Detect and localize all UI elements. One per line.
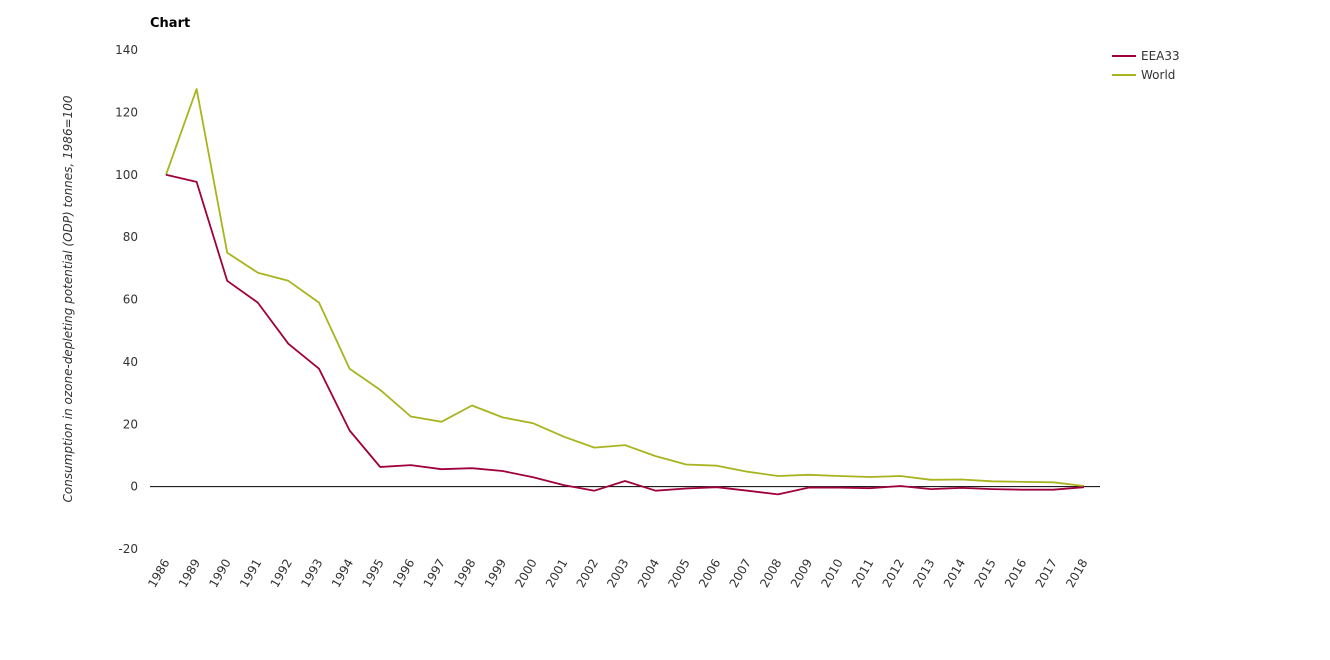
x-tick-label: 2008 bbox=[757, 557, 784, 590]
x-tick-label: 1992 bbox=[268, 557, 295, 590]
x-tick-label: 1998 bbox=[451, 557, 478, 590]
x-tick-label: 1994 bbox=[329, 557, 356, 590]
x-tick-label: 1997 bbox=[421, 557, 448, 590]
legend-label-world[interactable]: World bbox=[1141, 68, 1175, 82]
legend-label-eea33[interactable]: EEA33 bbox=[1141, 49, 1180, 63]
x-tick-label: 1986 bbox=[145, 557, 172, 590]
x-tick-label: 2009 bbox=[788, 557, 815, 590]
series-line-eea33 bbox=[165, 173, 1085, 496]
x-tick-label: 2016 bbox=[1002, 557, 1029, 590]
x-tick-label: 2015 bbox=[971, 556, 998, 589]
y-tick-label: 0 bbox=[130, 480, 138, 494]
x-tick-label: 2004 bbox=[635, 557, 662, 590]
x-tick-label: 1999 bbox=[482, 557, 509, 590]
y-tick-label: 140 bbox=[115, 43, 138, 57]
series-lines bbox=[165, 88, 1085, 496]
x-tick-label: 2014 bbox=[941, 557, 968, 590]
x-tick-label: 2003 bbox=[604, 557, 631, 590]
x-tick-label: 1993 bbox=[298, 557, 325, 590]
x-tick-label: 2010 bbox=[818, 557, 845, 590]
y-tick-label: 20 bbox=[123, 417, 138, 431]
y-tick-label: -20 bbox=[118, 542, 138, 556]
x-tick-label: 2007 bbox=[727, 557, 754, 590]
y-tick-label: 80 bbox=[123, 230, 138, 244]
y-tick-label: 120 bbox=[115, 105, 138, 119]
x-tick-label: 2000 bbox=[512, 557, 539, 590]
x-axis-ticks: 1986 1989 1990 1991 1992 1993 1994 1995 1996 1997… bbox=[145, 556, 1090, 589]
y-tick-label: 100 bbox=[115, 168, 138, 182]
x-tick-label: 2011 bbox=[849, 557, 876, 590]
y-tick-label: 60 bbox=[123, 293, 138, 307]
chart-title: Chart bbox=[150, 16, 191, 31]
x-tick-label: 2018 bbox=[1063, 557, 1090, 590]
x-tick-label: 2012 bbox=[880, 557, 907, 590]
x-tick-label: 2006 bbox=[696, 557, 723, 590]
x-tick-label: 2002 bbox=[574, 557, 601, 590]
x-tick-label: 1989 bbox=[176, 557, 203, 590]
x-tick-label: 2001 bbox=[543, 557, 570, 590]
x-tick-label: 1991 bbox=[237, 557, 264, 590]
x-tick-label: 2013 bbox=[910, 557, 937, 590]
x-tick-label: 1995 bbox=[359, 557, 386, 590]
x-tick-label: 1996 bbox=[390, 557, 417, 590]
y-axis-title: Consumption in ozone-depleting potential… bbox=[61, 95, 75, 502]
x-tick-label: 1990 bbox=[206, 557, 233, 590]
y-axis-ticks: -20 0 20 40 60 80 100 120 140 bbox=[115, 43, 138, 556]
x-tick-label: 2005 bbox=[665, 557, 692, 590]
series-line-world bbox=[165, 88, 1085, 487]
legend: EEA33 World bbox=[1112, 49, 1180, 82]
x-tick-label: 2017 bbox=[1033, 557, 1060, 590]
y-tick-label: 40 bbox=[123, 355, 138, 369]
